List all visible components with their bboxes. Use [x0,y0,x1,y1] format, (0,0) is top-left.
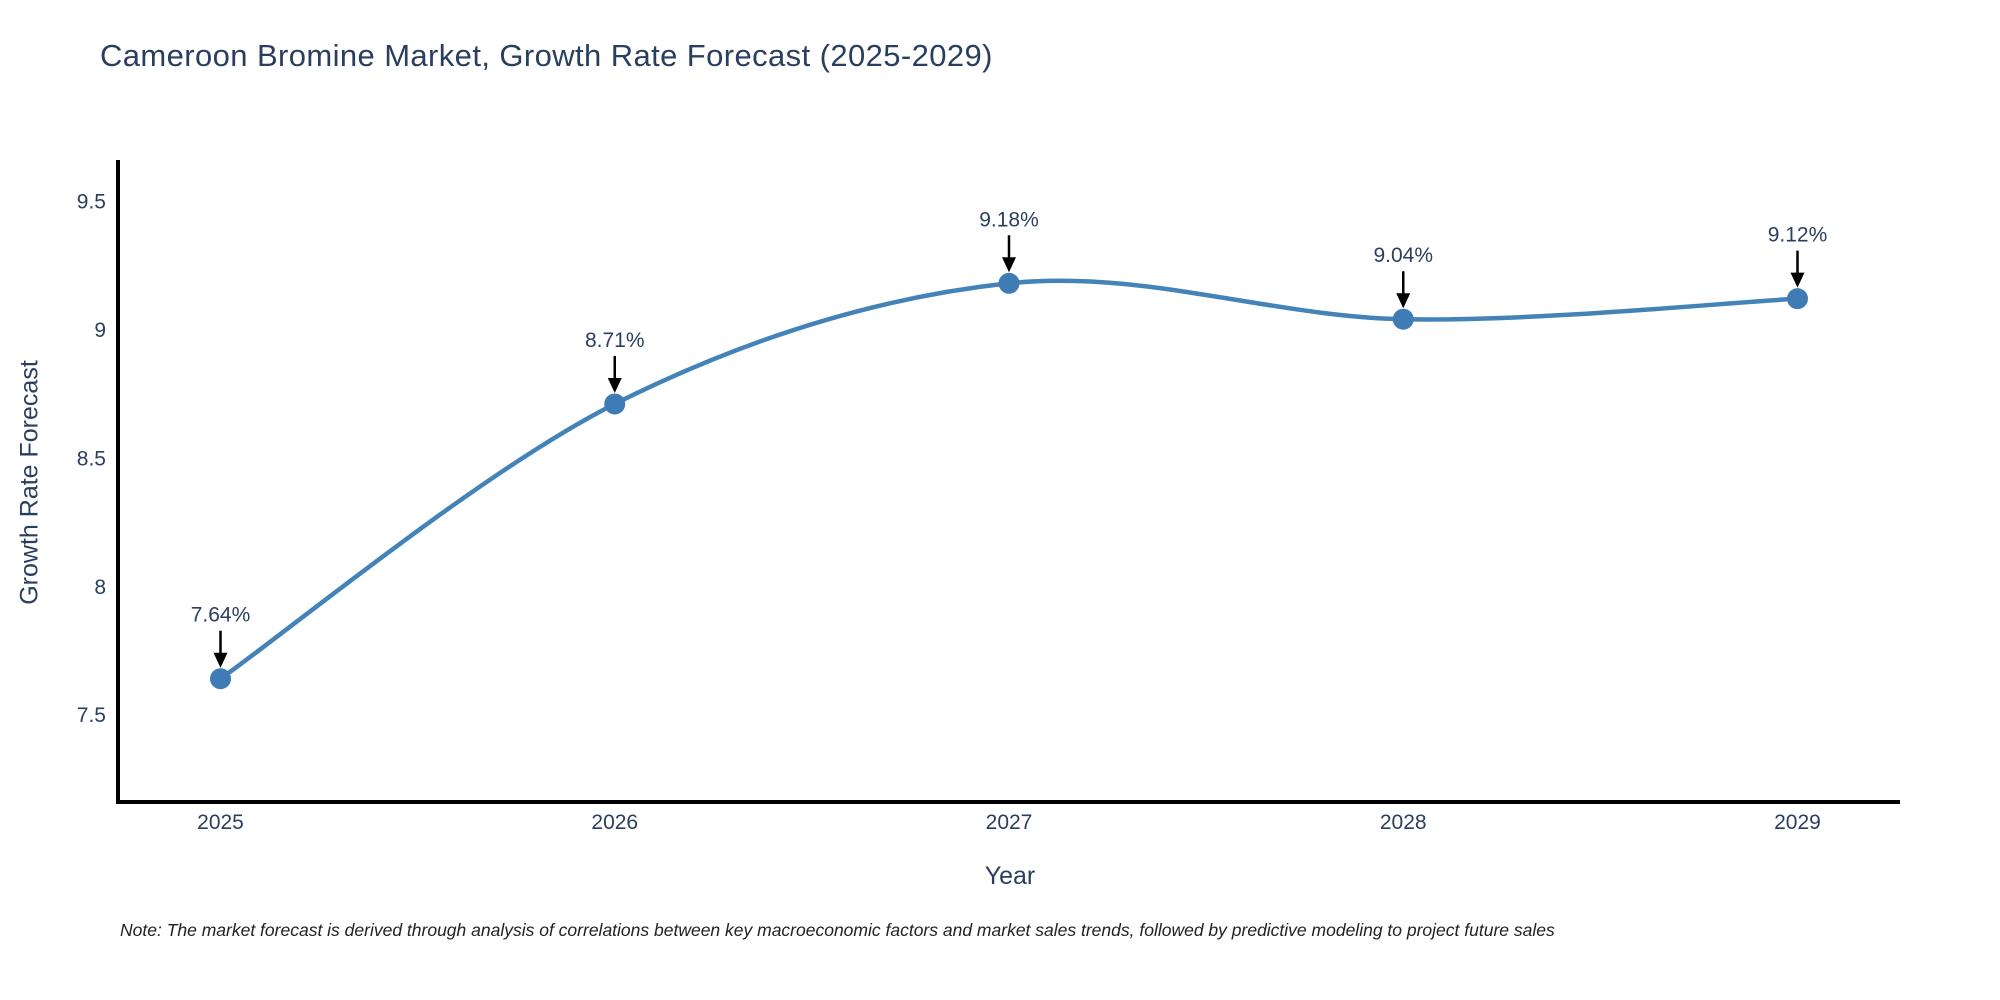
data-point-label: 9.04% [1373,244,1433,267]
axis-lines [116,160,1900,804]
annotation-arrow-head [1002,257,1016,273]
annotation-arrow-head [1396,293,1411,309]
x-tick-label: 2029 [1774,811,1821,834]
x-axis-title: Year [984,862,1036,890]
data-point-label: 7.64% [191,604,251,627]
data-point-marker [1786,288,1808,310]
forecast-line [218,278,1800,681]
y-tick-label: 8 [94,576,106,599]
annotation-arrow-head [213,652,228,668]
y-tick-label: 7.5 [77,704,106,727]
x-tick-label: 2026 [591,811,638,834]
data-point-label: 8.71% [585,329,645,352]
y-axis-title: Growth Rate Forecast [15,360,44,605]
annotation-arrow-head [607,377,622,393]
x-tick-label: 2025 [197,811,244,834]
y-tick-label: 9.5 [77,191,106,214]
data-point-label: 9.12% [1768,224,1828,247]
x-tick-label: 2028 [1380,811,1427,834]
chart-title: Cameroon Bromine Market, Growth Rate For… [100,38,993,73]
y-tick-label: 8.5 [77,447,106,470]
x-tick-label: 2027 [986,811,1033,834]
annotation-arrow-head [1790,272,1805,288]
data-point-marker [998,272,1020,294]
data-point-marker [210,668,232,690]
data-point-marker [1392,308,1414,330]
chart-footnote: Note: The market forecast is derived thr… [120,920,1555,940]
y-tick-label: 9 [94,319,106,342]
data-point-marker [604,393,626,415]
data-point-label: 9.18% [979,208,1039,231]
